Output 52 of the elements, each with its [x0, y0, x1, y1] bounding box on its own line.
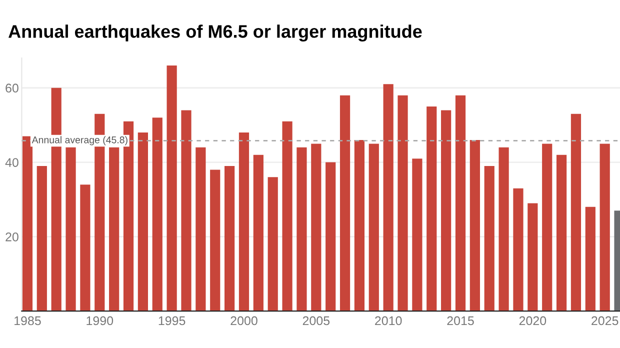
bar [498, 147, 509, 312]
bar [600, 144, 610, 312]
bar [181, 110, 192, 312]
bar [585, 206, 596, 312]
bar [455, 95, 466, 312]
bar [66, 147, 76, 312]
x-tick-label: 2005 [302, 316, 330, 326]
bar [22, 136, 33, 312]
bar [570, 114, 582, 312]
bar [528, 203, 538, 312]
bar [282, 121, 292, 312]
bar [470, 140, 480, 312]
bar [152, 118, 162, 312]
bar [513, 188, 524, 312]
bar [296, 147, 307, 312]
x-tick-label: 2025 [592, 316, 618, 326]
bar [383, 84, 394, 312]
bar [238, 132, 250, 312]
bar [268, 177, 278, 312]
bar [224, 166, 235, 312]
bar [196, 147, 206, 312]
bar [368, 144, 379, 312]
bar [398, 95, 408, 312]
x-tick-label: 2020 [519, 316, 546, 326]
bar [441, 110, 452, 312]
bar [484, 166, 494, 312]
bar [138, 132, 148, 312]
ref-line-label: Annual average (45.8) [32, 136, 128, 146]
bar [426, 106, 437, 312]
x-tick-label: 1995 [158, 316, 186, 326]
bar [340, 95, 350, 312]
bar [311, 144, 322, 312]
y-tick-label: 60 [6, 84, 18, 93]
bar [210, 170, 220, 312]
y-tick-label: 40 [5, 158, 18, 167]
x-tick-label: 1985 [14, 316, 41, 326]
chart-title: Annual earthquakes of M6.5 or larger magnitude [8, 24, 422, 42]
x-tick-label: 1990 [86, 316, 114, 326]
bar [354, 140, 365, 312]
bar [166, 66, 177, 312]
bar [36, 166, 47, 312]
bar [556, 154, 567, 312]
x-tick-label: 2015 [447, 316, 474, 326]
x-tick-label: 2010 [375, 316, 402, 326]
y-tick-label: 20 [6, 232, 18, 242]
bar [412, 158, 422, 312]
bar [326, 162, 336, 312]
bar [80, 184, 90, 312]
bar [542, 144, 552, 312]
bar [109, 147, 120, 312]
x-tick-label: 2000 [230, 316, 258, 326]
bar [253, 154, 264, 312]
